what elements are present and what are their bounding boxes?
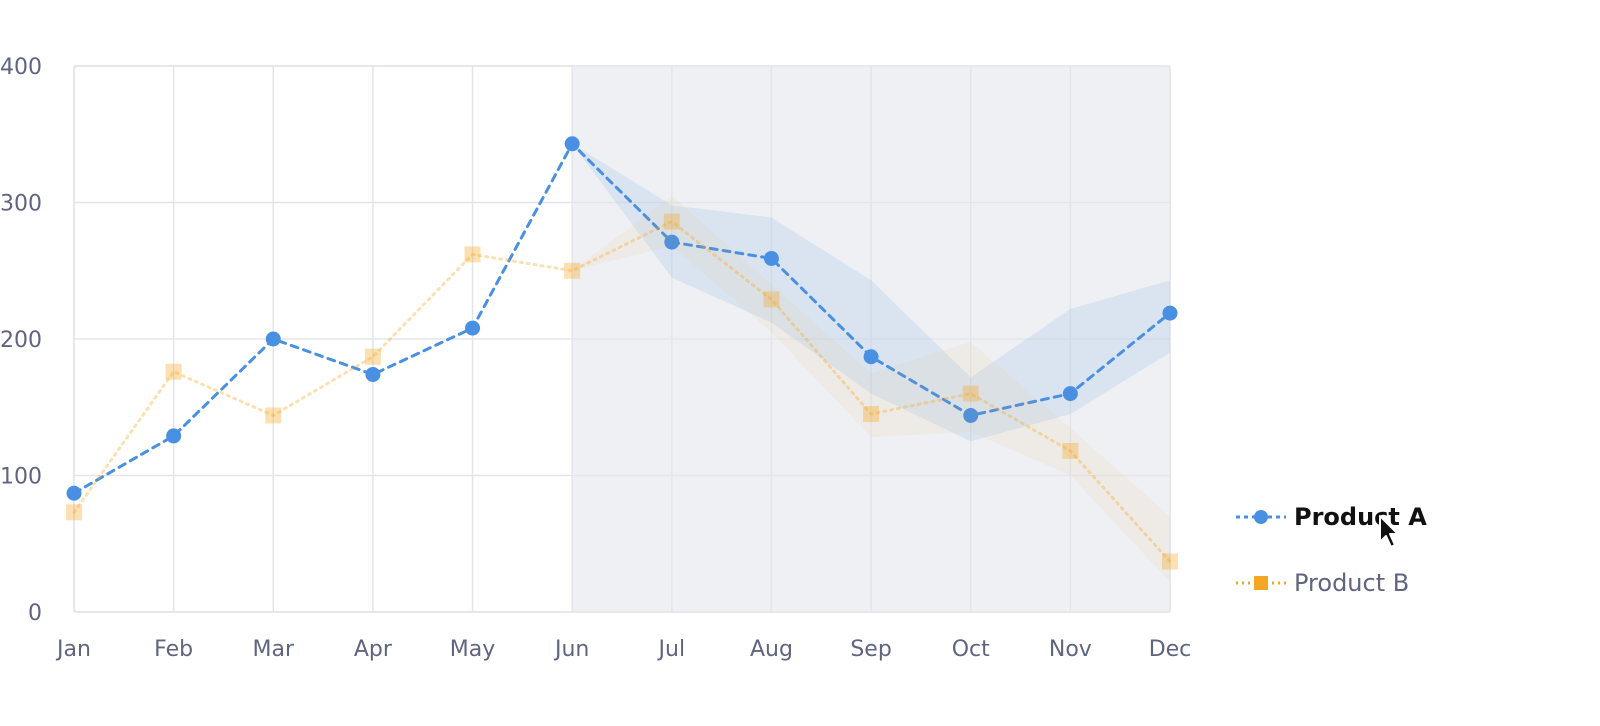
product-a-point[interactable] [863,349,879,365]
product-a-swatch-icon [1236,510,1286,524]
product-a-point[interactable] [963,407,979,423]
x-tick-label: Jan [55,637,91,662]
product-b-point[interactable] [962,385,979,402]
product-b-point[interactable] [265,407,282,424]
product-b-point[interactable] [564,262,581,279]
product-b-confidence-band [572,195,1170,582]
product-b-point[interactable] [1062,442,1079,459]
product-a-confidence-band [572,143,1170,442]
x-tick-label: Oct [952,637,990,662]
product-a-point[interactable] [664,234,680,250]
product-b-point[interactable] [1162,553,1178,570]
product-b-point[interactable] [763,291,780,308]
x-tick-label: Dec [1149,637,1192,662]
x-tick-label: Feb [154,637,193,662]
product-a-point[interactable] [1162,305,1178,321]
y-tick-label: 100 [0,465,42,490]
product-b-point[interactable] [663,213,680,230]
product-a-point[interactable] [166,428,182,444]
product-b-point[interactable] [165,363,182,380]
product-b-swatch-icon [1236,576,1286,590]
product-a-point[interactable] [1062,386,1078,402]
product-b-point[interactable] [464,246,481,263]
x-tick-label: Nov [1049,637,1092,662]
x-tick-label: Aug [750,637,793,662]
x-tick-label: Sep [850,637,891,662]
legend-label: Product A [1294,503,1427,531]
product-b-point[interactable] [364,348,381,365]
legend: Product A Product B [1236,484,1427,616]
y-tick-label: 0 [28,601,42,626]
product-a-point[interactable] [763,250,779,266]
legend-item-product-a[interactable]: Product A [1236,484,1427,550]
product-a-point[interactable] [564,136,580,152]
x-tick-label: May [450,637,495,662]
y-tick-label: 300 [0,192,42,217]
x-tick-label: Mar [253,637,295,662]
x-tick-label: Jul [657,637,686,662]
product-a-point[interactable] [465,320,481,336]
product-a-point[interactable] [265,331,281,347]
y-tick-label: 200 [0,328,42,353]
product-a-line [72,141,1172,495]
x-tick-label: Jun [553,637,589,662]
y-tick-label: 400 [0,55,42,80]
product-b-point[interactable] [66,504,82,521]
product-a-point[interactable] [66,485,82,501]
product-b-point[interactable] [863,406,880,423]
legend-label: Product B [1294,569,1410,597]
mouse-pointer-icon [1379,515,1399,548]
legend-item-product-b[interactable]: Product B [1236,550,1427,616]
product-b-line [72,219,1172,563]
x-tick-label: Apr [354,637,393,662]
product-a-point[interactable] [365,366,381,382]
